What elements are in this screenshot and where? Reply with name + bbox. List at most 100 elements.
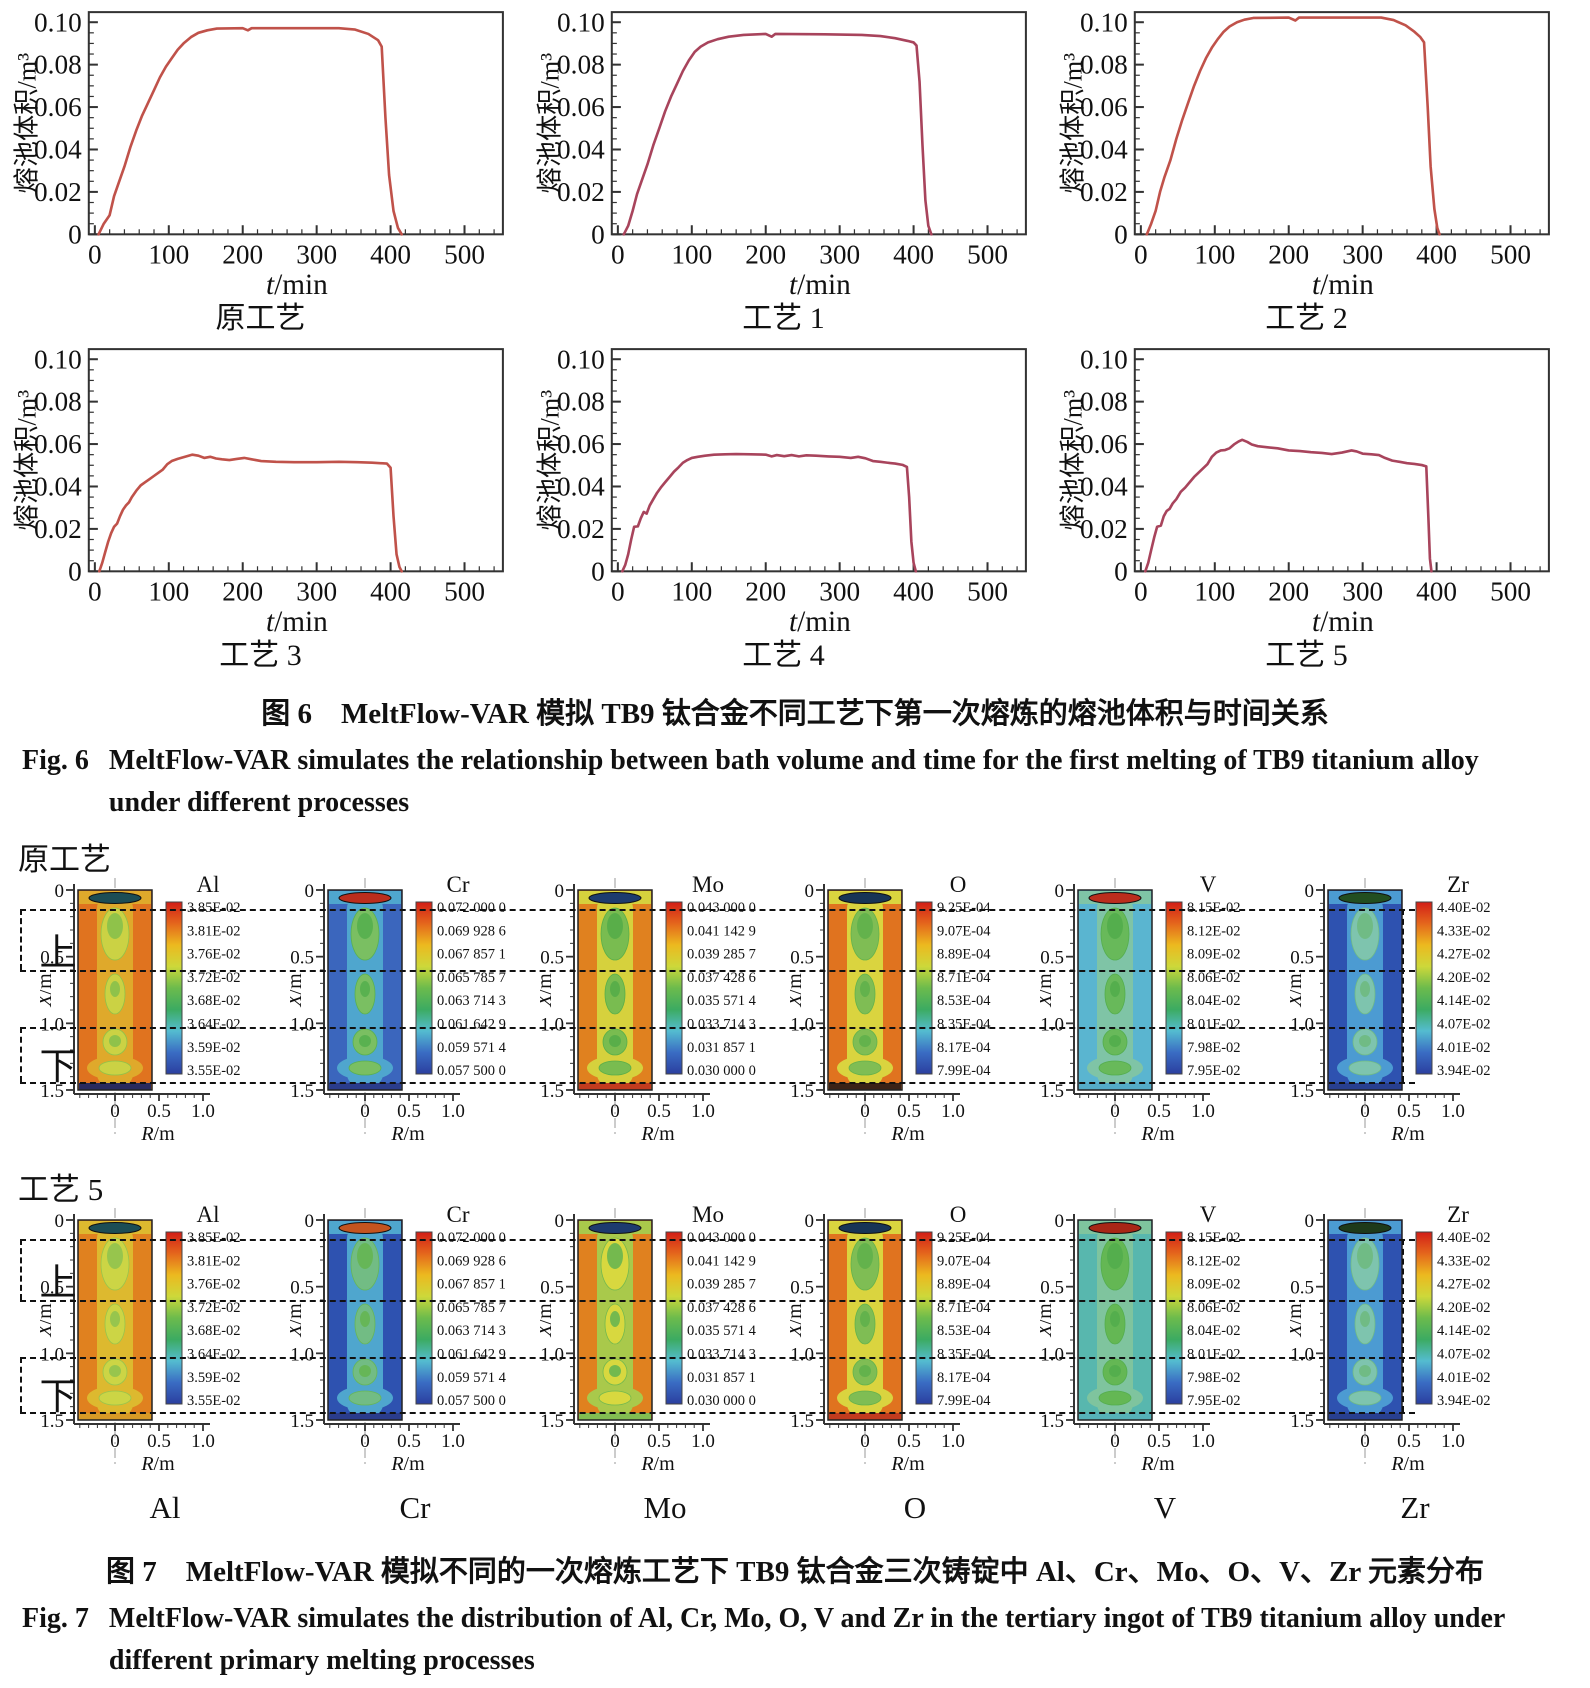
svg-text:500: 500 [444, 240, 485, 270]
svg-text:0: 0 [360, 1431, 370, 1452]
svg-text:1.0: 1.0 [1191, 1431, 1215, 1452]
svg-text:0.035 571 4: 0.035 571 4 [687, 993, 757, 1009]
svg-text:0.06: 0.06 [1080, 429, 1128, 459]
svg-text:t/min: t/min [1312, 606, 1374, 638]
element-label-o: O [903, 1490, 927, 1525]
dashed-line-x060 [20, 1300, 1415, 1302]
svg-text:8.53E-04: 8.53E-04 [937, 1323, 991, 1339]
svg-text:X/m: X/m [1040, 1303, 1056, 1338]
svg-text:8.17E-04: 8.17E-04 [937, 1370, 991, 1386]
contour-panel-row2-o: 0 0.5 1.0 1.5 X/m 0 0.5 1.0 R/m 9.25E-04 9.07E-04 8… [790, 1202, 991, 1475]
svg-text:0.5: 0.5 [1290, 1278, 1314, 1299]
line-chart-process-1: 0 100 200 300 400 500 0 0.02 0.04 0.06 0.08 0.10 熔池体… [535, 7, 1027, 301]
svg-text:1.5: 1.5 [40, 1411, 64, 1432]
svg-text:R/m: R/m [140, 1123, 175, 1145]
svg-text:8.35E-04: 8.35E-04 [937, 1347, 991, 1363]
region-label-lower: 下 [39, 1047, 77, 1088]
svg-text:R/m: R/m [140, 1453, 175, 1475]
chart-subtitle-process-1: 工艺 1 [742, 302, 825, 335]
svg-text:0.08: 0.08 [1080, 387, 1128, 417]
svg-text:8.06E-02: 8.06E-02 [1187, 1300, 1241, 1316]
svg-text:0.041 142 9: 0.041 142 9 [687, 1253, 756, 1269]
chart-cell-process-4: 0 100 200 300 400 500 0 0.02 0.04 0.06 0.08 0.10 熔池体… [531, 337, 1054, 674]
svg-text:100: 100 [671, 577, 712, 607]
svg-text:8.15E-02: 8.15E-02 [1187, 900, 1241, 916]
svg-text:0.06: 0.06 [1080, 92, 1128, 122]
svg-text:8.09E-02: 8.09E-02 [1187, 1277, 1241, 1293]
svg-text:1.5: 1.5 [540, 1081, 564, 1102]
svg-text:300: 300 [296, 577, 337, 607]
svg-text:1.0: 1.0 [441, 1101, 465, 1122]
svg-text:X/m: X/m [540, 973, 556, 1008]
svg-text:X/m: X/m [1290, 973, 1306, 1008]
contour-panel-row2-v: 0 0.5 1.0 1.5 X/m 0 0.5 1.0 R/m 8.15E-02 8.12E-02 8… [1040, 1202, 1241, 1475]
svg-text:0: 0 [860, 1431, 870, 1452]
fig7-caption-cn: 图 7 MeltFlow-VAR 模拟不同的一次熔炼工艺下 TB9 钛合金三次铸… [106, 1556, 1484, 1588]
contour-panel-row1-v: 0 0.5 1.0 1.5 X/m 0 0.5 1.0 R/m 8.15E-02 8.12E-02 8… [1040, 872, 1241, 1145]
upper-box-left-edge [20, 1239, 22, 1300]
element-label-al: Al [149, 1490, 181, 1525]
element-label-mo: Mo [643, 1490, 687, 1525]
chart-subtitle-process-2: 工艺 2 [1265, 302, 1348, 335]
fig7-contour-row-2: 0 0.5 1.0 1.5 X/m 0 0.5 1.0 R/m 3.85E-02 3.81E-02 3… [0, 1202, 1590, 1484]
svg-text:V: V [1200, 872, 1217, 897]
svg-text:1.5: 1.5 [290, 1081, 314, 1102]
svg-text:熔池体积/m³: 熔池体积/m³ [12, 390, 41, 531]
svg-text:X/m: X/m [1040, 973, 1056, 1008]
svg-text:500: 500 [1490, 240, 1531, 270]
svg-text:8.09E-02: 8.09E-02 [1187, 947, 1241, 963]
svg-text:0.057 500 0: 0.057 500 0 [437, 1393, 506, 1409]
svg-text:1.5: 1.5 [540, 1411, 564, 1432]
svg-text:0.10: 0.10 [34, 7, 82, 37]
svg-text:4.27E-02: 4.27E-02 [1437, 947, 1491, 963]
svg-text:4.40E-02: 4.40E-02 [1437, 900, 1491, 916]
svg-text:0: 0 [591, 556, 605, 586]
svg-text:9.07E-04: 9.07E-04 [937, 923, 991, 939]
svg-text:3.94E-02: 3.94E-02 [1437, 1063, 1491, 1079]
svg-text:3.81E-02: 3.81E-02 [187, 1253, 241, 1269]
svg-text:0.043 000 0: 0.043 000 0 [687, 900, 756, 916]
svg-text:300: 300 [296, 240, 337, 270]
svg-text:1.5: 1.5 [790, 1411, 814, 1432]
svg-text:0.063 714 3: 0.063 714 3 [437, 993, 506, 1009]
svg-text:0.04: 0.04 [34, 472, 82, 502]
svg-text:0.5: 0.5 [290, 1278, 314, 1299]
svg-text:Mo: Mo [692, 1202, 724, 1227]
svg-text:3.81E-02: 3.81E-02 [187, 923, 241, 939]
svg-text:1.0: 1.0 [1290, 1344, 1314, 1365]
svg-text:1.0: 1.0 [691, 1431, 715, 1452]
svg-text:0.039 285 7: 0.039 285 7 [687, 1277, 756, 1293]
svg-text:3.68E-02: 3.68E-02 [187, 993, 241, 1009]
svg-text:3.64E-02: 3.64E-02 [187, 1347, 241, 1363]
svg-text:1.0: 1.0 [790, 1014, 814, 1035]
svg-text:R/m: R/m [890, 1123, 925, 1145]
svg-text:0: 0 [110, 1431, 120, 1452]
svg-text:3.94E-02: 3.94E-02 [1437, 1393, 1491, 1409]
svg-text:0.5: 0.5 [40, 1278, 64, 1299]
chart-cell-process-1: 0 100 200 300 400 500 0 0.02 0.04 0.06 0.08 0.10 熔池体… [531, 0, 1054, 337]
svg-text:0.5: 0.5 [147, 1431, 171, 1452]
svg-text:0.04: 0.04 [1080, 135, 1128, 165]
svg-text:0.02: 0.02 [1080, 514, 1128, 544]
svg-text:0.10: 0.10 [557, 7, 605, 37]
svg-text:400: 400 [370, 577, 411, 607]
contour-panel-row1-o: 0 0.5 1.0 1.5 X/m 0 0.5 1.0 R/m 9.25E-04 9.07E-04 8… [790, 872, 991, 1145]
svg-text:1.0: 1.0 [290, 1344, 314, 1365]
svg-text:0: 0 [1114, 556, 1128, 586]
svg-text:X/m: X/m [40, 973, 56, 1008]
svg-text:4.01E-02: 4.01E-02 [1437, 1370, 1491, 1386]
svg-text:0: 0 [305, 1211, 315, 1232]
svg-text:0.035 571 4: 0.035 571 4 [687, 1323, 757, 1339]
svg-text:3.59E-02: 3.59E-02 [187, 1370, 241, 1386]
line-chart-process-4: 0 100 200 300 400 500 0 0.02 0.04 0.06 0.08 0.10 熔池体… [535, 344, 1027, 638]
svg-text:200: 200 [222, 240, 263, 270]
svg-text:0: 0 [1134, 240, 1148, 270]
svg-text:0.5: 0.5 [897, 1101, 921, 1122]
region-label-upper: 上 [39, 933, 77, 974]
svg-text:0.04: 0.04 [1080, 472, 1128, 502]
svg-text:3.85E-02: 3.85E-02 [187, 900, 241, 916]
svg-text:3.85E-02: 3.85E-02 [187, 1230, 241, 1246]
svg-text:0: 0 [68, 556, 82, 586]
svg-text:4.20E-02: 4.20E-02 [1437, 970, 1491, 986]
